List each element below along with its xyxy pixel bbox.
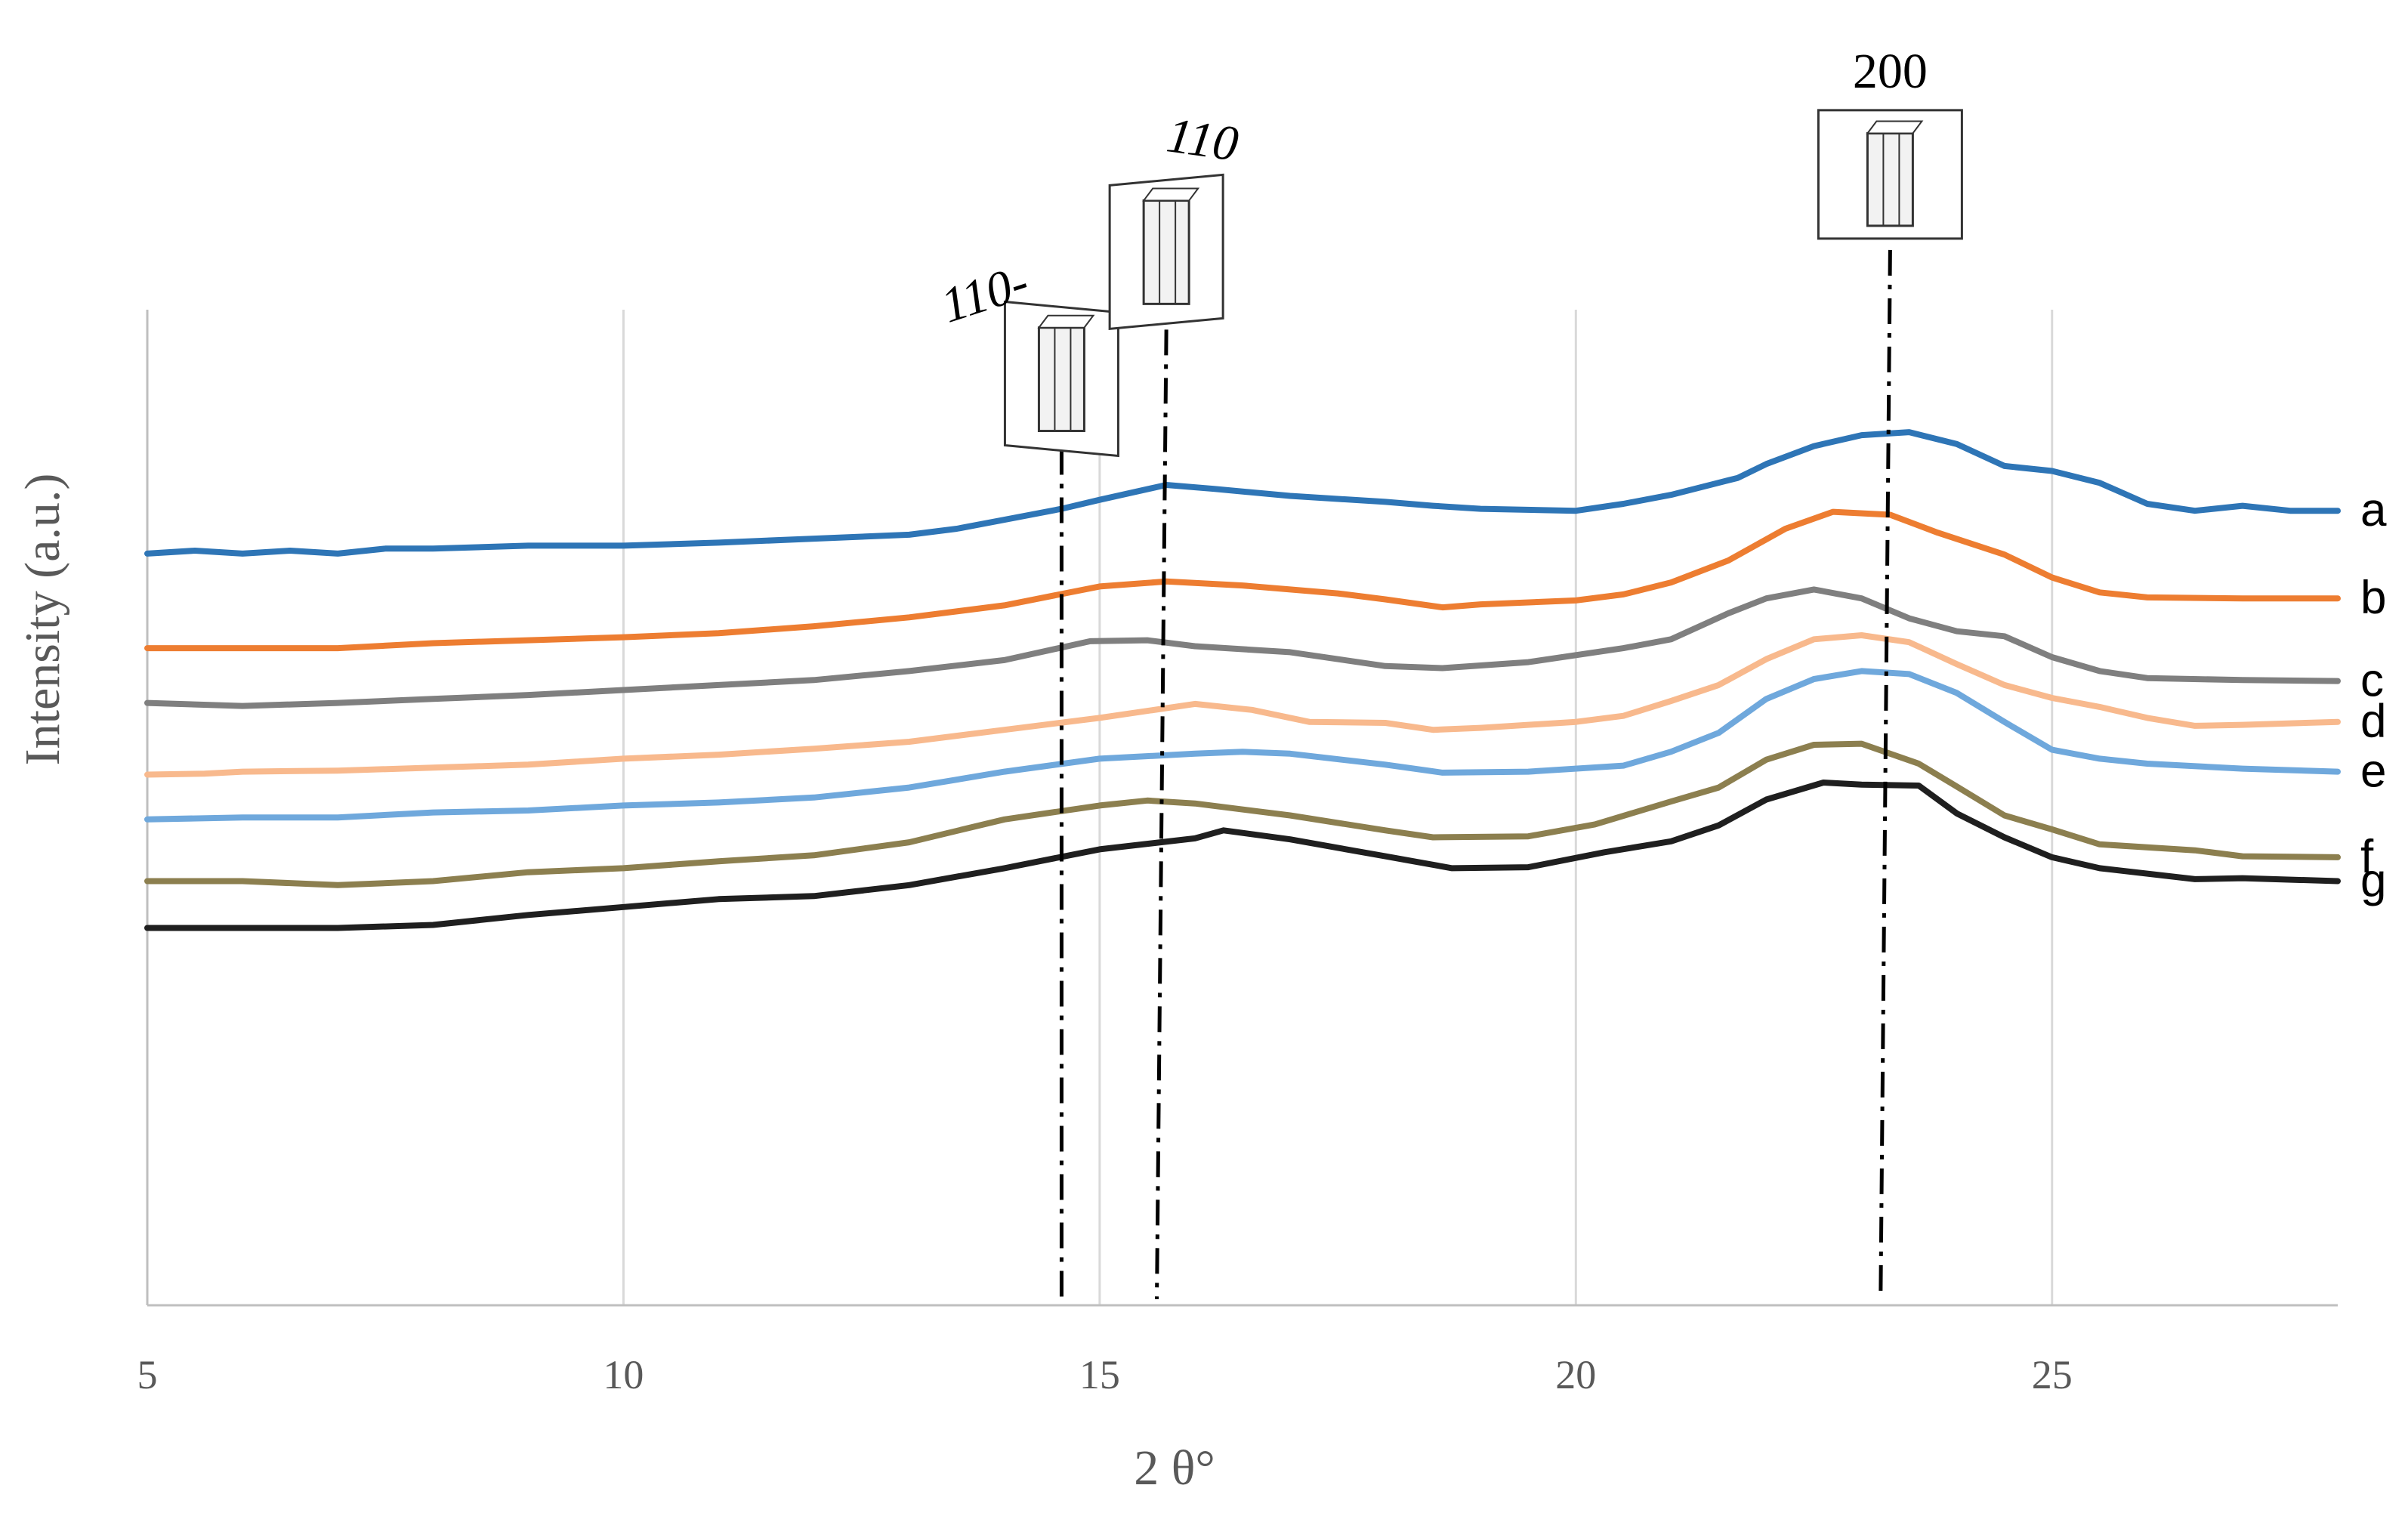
peak-label-200: 200: [1853, 44, 1928, 99]
x-tick-label: 15: [1079, 1352, 1120, 1397]
x-tick-label: 10: [603, 1352, 644, 1397]
series-label-b: b: [2360, 572, 2386, 624]
peak-label-110: 110: [1163, 107, 1241, 171]
series-label-e: e: [2360, 746, 2386, 798]
series-label-a: a: [2360, 484, 2387, 536]
series-line-b: [144, 508, 2341, 652]
series-line-d: [144, 632, 2341, 778]
series-label-c: c: [2360, 655, 2384, 707]
grid-lines: [622, 310, 2054, 1305]
x-axis-title: 2 θ°: [1134, 1440, 1215, 1496]
series-line-f: [144, 740, 2341, 888]
series-group: [144, 429, 2341, 931]
series-line-e: [144, 668, 2341, 823]
series-line-a: [144, 429, 2341, 557]
crystal-icon: [1003, 300, 1119, 458]
series-label-d: d: [2360, 696, 2386, 748]
crystal-icon: [1108, 173, 1224, 331]
reference-line-200: [1879, 249, 1892, 1300]
series-label-f: f: [2360, 831, 2374, 883]
reference-line-110: [1155, 329, 1168, 1300]
series-label-g: g: [2360, 855, 2386, 907]
x-tick-label: 20: [1555, 1352, 1596, 1397]
y-axis-title: Intensity (a.u.): [15, 474, 70, 766]
series-line-c: [144, 586, 2341, 709]
series-line-g: [144, 780, 2341, 931]
x-tick-label: 5: [137, 1352, 158, 1397]
crystal-icon: [1817, 109, 1963, 240]
x-tick-labels: 5 10 15 20 25: [137, 1352, 2073, 1397]
x-tick-label: 25: [2032, 1352, 2073, 1397]
axes: [146, 310, 2338, 1307]
